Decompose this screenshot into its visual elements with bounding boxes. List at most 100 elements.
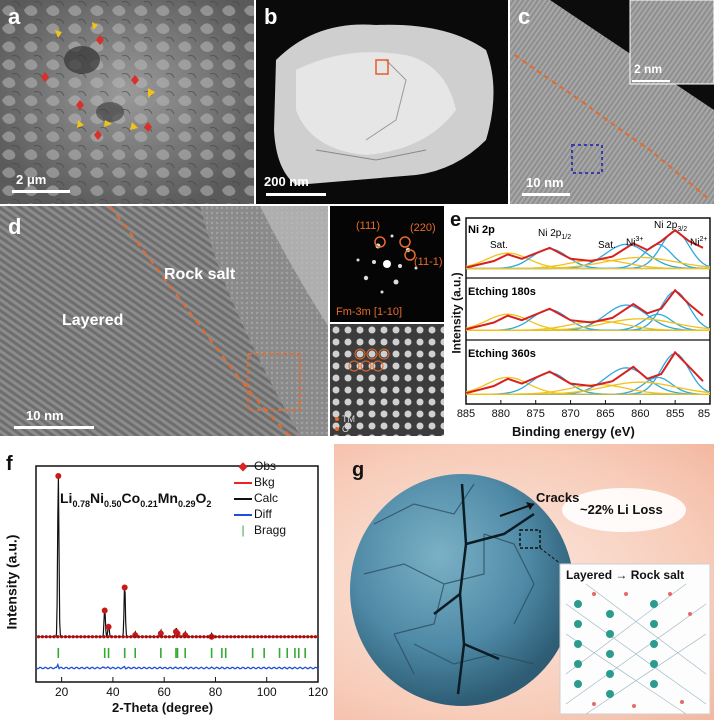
- xrd-diff-line: [35, 662, 319, 670]
- xrd-obs-bg: [179, 635, 183, 639]
- xrd-obs-bg: [102, 635, 106, 639]
- panel-label-g: g: [352, 459, 365, 481]
- xps-ni3-text: Ni: [626, 237, 636, 249]
- legend-diff-text: Diff: [254, 507, 272, 521]
- xps-p32-sub: 3/2: [677, 226, 688, 233]
- xps-xlabel: Binding energy (eV): [512, 424, 635, 439]
- stem-image-c: [510, 0, 714, 204]
- xrd-obs-bg: [286, 635, 291, 639]
- xrd-obs-bg: [60, 635, 64, 639]
- xps-xtick-label: 880: [492, 408, 510, 420]
- xrd-legend: ◆ Obs Bkg Calc Diff | Bragg: [232, 458, 286, 538]
- panel-f-xrd: 20 40 60 80 100 120 f Li0.78Ni0.50Co0.21Mn0.2…: [0, 444, 330, 720]
- haadf-legend-o: O: [342, 424, 350, 434]
- fft-spot-220: (220): [410, 222, 436, 234]
- inset-scalebar-text: 2 nm: [634, 62, 663, 76]
- xrd-obs-bg: [202, 635, 206, 639]
- xps-xtick-label: 85: [698, 408, 710, 420]
- panel-c-hrtem: c 2 nm 10 nm: [510, 0, 714, 204]
- xrd-obs-bg: [236, 635, 241, 639]
- xrd-obs-bg: [309, 635, 314, 639]
- fft-zone-axis: Fm-3m [1-10]: [336, 306, 403, 318]
- xps-chart: 885 880 875 870 865 860 855 85: [457, 217, 711, 420]
- xrd-obs-bg: [183, 635, 187, 639]
- scalebar-d-text: 10 nm: [26, 408, 64, 423]
- xrd-obs-bg: [90, 635, 94, 639]
- haadf-atoms: [330, 324, 444, 436]
- xrd-obs-bg: [306, 635, 310, 639]
- xrd-obs-bg: [121, 635, 125, 639]
- xrd-obs-point-1: [101, 607, 108, 614]
- xrd-obs-bg: [44, 635, 48, 639]
- formula-li: Li: [60, 490, 73, 506]
- scalebar-b: [266, 193, 326, 196]
- xps-ni2-sup: 2+: [699, 236, 708, 243]
- xps-envelope-1: [465, 288, 704, 331]
- xrd-obs-bg: [256, 635, 260, 639]
- panel-label-a: a: [8, 4, 21, 29]
- xrd-obs-bg: [106, 635, 110, 639]
- xrd-obs-bg: [79, 635, 83, 639]
- xrd-obs-bg: [52, 635, 56, 639]
- xrd-xtick-label: 100: [257, 685, 277, 699]
- haadf-inset: TM O: [330, 324, 444, 436]
- scalebar-a-text: 2 μm: [16, 172, 47, 187]
- transition-arrow: →: [615, 568, 628, 582]
- xrd-obs-bg: [252, 635, 256, 639]
- xrd-obs-bg: [86, 635, 91, 639]
- xrd-obs-bg: [56, 635, 60, 639]
- xps-xtick-label: 875: [527, 408, 545, 420]
- xrd-obs-bg: [67, 635, 71, 639]
- formula-li-sub: 0.78: [72, 498, 90, 509]
- xrd-formula: Li0.78Ni0.50Co0.21Mn0.29O2: [60, 490, 211, 509]
- rock-salt-label: Rock salt: [164, 266, 236, 283]
- formula-co-sub: 0.21: [140, 498, 158, 509]
- cracked-particle: [350, 474, 711, 715]
- xrd-obs-bg: [244, 635, 248, 639]
- xps-component-2-1: [466, 371, 710, 395]
- layered-label: Layered: [62, 312, 124, 329]
- xrd-obs-bg: [148, 635, 152, 639]
- xrd-xtick-label: 120: [308, 685, 328, 699]
- xrd-obs-bg: [290, 635, 294, 639]
- xrd-obs-point-0: [55, 473, 62, 479]
- xrd-ylabel: Intensity (a.u.): [3, 534, 20, 630]
- legend-calc-text: Calc: [254, 491, 279, 505]
- formula-o-sub: 2: [206, 498, 212, 509]
- xrd-frame: [35, 465, 319, 683]
- legend-obs-text: Obs: [254, 459, 277, 473]
- inset-scalebar: [632, 80, 670, 82]
- xrd-obs-bg: [190, 635, 194, 639]
- xps-ylabel: Intensity (a.u.): [449, 272, 464, 354]
- fft-spot-11-1: (11-1): [414, 256, 443, 268]
- xrd-obs-bg: [63, 635, 68, 639]
- xrd-obs-bg: [271, 635, 275, 639]
- legend-bkg: Bkg: [232, 474, 286, 490]
- panel-a-sem: a 2 μm: [0, 0, 254, 204]
- xrd-obs-bg: [117, 635, 121, 639]
- o-dot-icon: [335, 427, 339, 431]
- xrd-obs-bg: [275, 635, 279, 639]
- xrd-obs-bg: [267, 635, 271, 639]
- panel-b-stem: b 200 nm: [256, 0, 508, 204]
- legend-bragg: | Bragg: [241, 523, 287, 537]
- panel-label-b: b: [264, 4, 278, 29]
- li-loss-label: ~22% Li Loss: [580, 502, 663, 517]
- xrd-obs-bg: [40, 635, 45, 639]
- formula-co: Co: [121, 490, 141, 506]
- xrd-obs-bg: [229, 635, 233, 639]
- xps-p12-text: Ni 2p: [538, 228, 562, 239]
- xrd-obs-bg: [171, 635, 175, 639]
- xrd-obs-bg: [198, 635, 202, 639]
- xps-p12: Ni 2p1/2: [538, 228, 571, 241]
- xps-sat2: Sat.: [598, 240, 616, 251]
- xrd-obs-bg: [152, 635, 156, 639]
- xrd-obs-bg: [233, 635, 237, 639]
- xrd-obs-bg: [163, 635, 168, 639]
- xrd-obs-point-5: [157, 630, 164, 637]
- xrd-obs-bg: [240, 635, 244, 639]
- formula-mn: Mn: [157, 490, 178, 506]
- xrd-obs-bg: [194, 635, 198, 639]
- xps-sat1: Sat.: [490, 240, 508, 251]
- xps-sublabel-360: Etching 360s: [468, 348, 536, 360]
